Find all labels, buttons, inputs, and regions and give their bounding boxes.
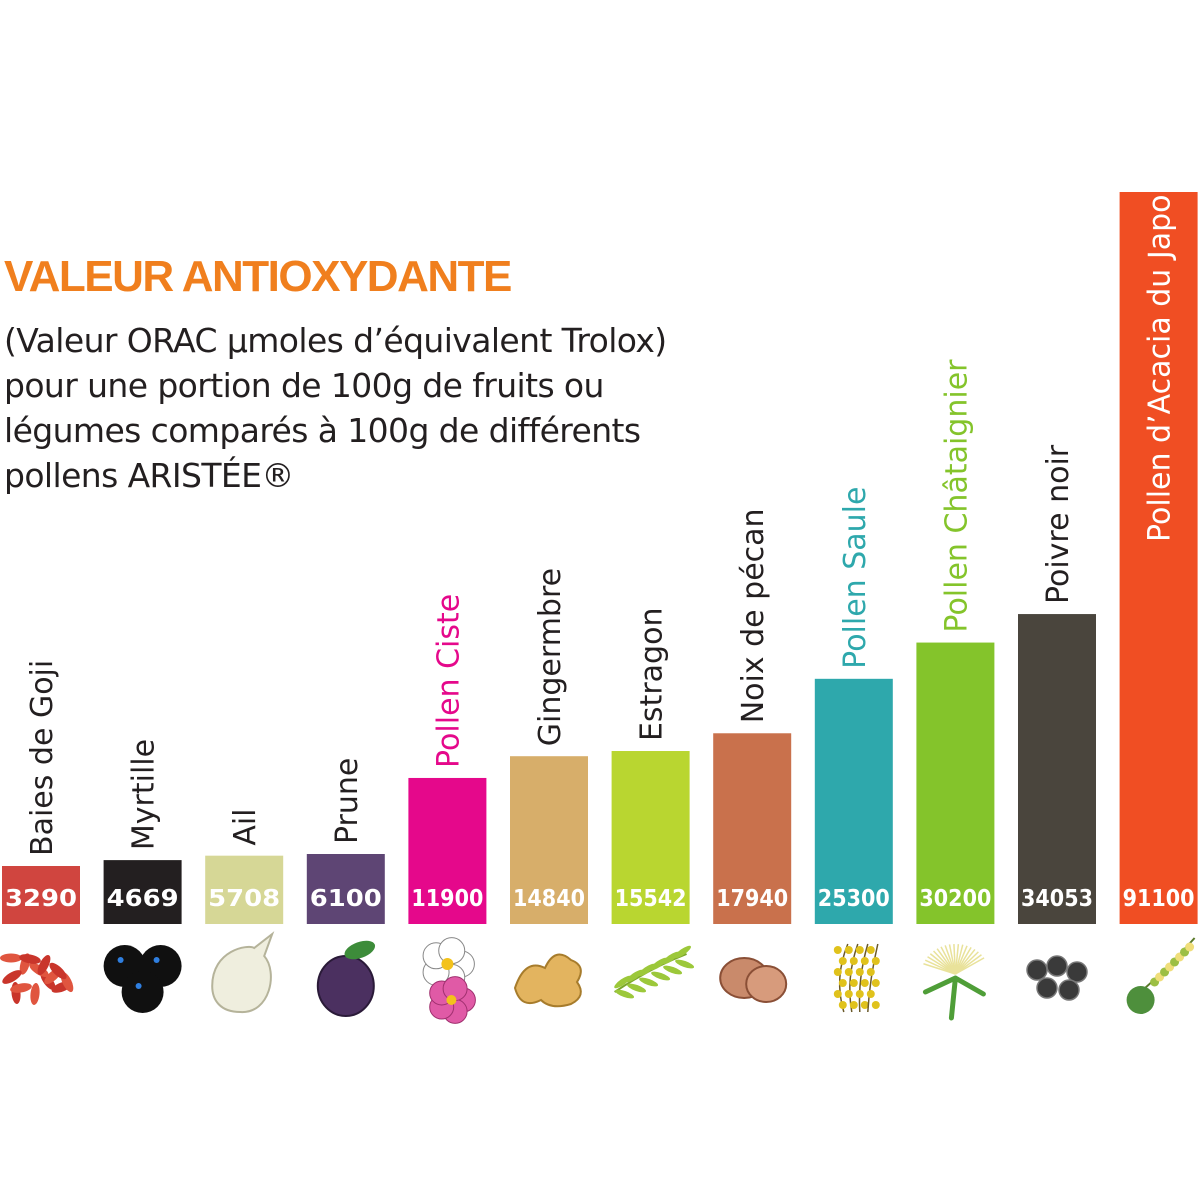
bar-8 xyxy=(814,678,893,924)
data-label-6: 15542 xyxy=(615,886,687,912)
bar-10 xyxy=(1018,614,1096,924)
bar-11 xyxy=(1119,192,1198,924)
ginger-icon xyxy=(513,953,582,1008)
category-label-9: Pollen Châtaignier xyxy=(939,359,974,633)
data-label-7: 17940 xyxy=(716,886,788,912)
chestnut-flower-icon xyxy=(922,943,986,1021)
data-label-11: 91100 xyxy=(1123,886,1195,912)
data-label-8: 25300 xyxy=(818,886,890,912)
willow-pollen-icon xyxy=(833,943,880,1013)
bar-0 xyxy=(2,866,80,924)
blueberry-icon xyxy=(103,945,182,1013)
data-label-2: 5708 xyxy=(208,886,280,912)
category-label-11: Pollen d’Acacia du Japon xyxy=(1143,176,1178,543)
bar-1 xyxy=(103,860,182,924)
bar-9 xyxy=(916,642,995,924)
cistus-flower-icon xyxy=(422,937,476,1024)
goji-berries-icon xyxy=(0,953,74,1005)
data-label-1: 4669 xyxy=(107,886,179,912)
tarragon-icon xyxy=(614,945,695,999)
category-label-6: Estragon xyxy=(635,608,670,741)
black-pepper-icon xyxy=(1026,955,1088,1001)
category-label-2: Ail xyxy=(228,808,263,845)
data-label-3: 6100 xyxy=(310,886,382,912)
category-label-1: Myrtille xyxy=(127,739,162,850)
bar-4 xyxy=(408,777,487,924)
pecan-icon xyxy=(719,957,788,1003)
bar-5 xyxy=(510,756,588,924)
category-label-3: Prune xyxy=(330,758,365,844)
bar-6 xyxy=(611,751,690,924)
data-label-0: 3290 xyxy=(5,886,77,912)
data-label-9: 30200 xyxy=(919,886,991,912)
category-label-5: Gingermbre xyxy=(533,568,568,746)
bar-3 xyxy=(306,854,385,924)
bar-7 xyxy=(713,733,792,924)
acacia-icon xyxy=(1126,937,1196,1014)
plum-icon xyxy=(316,940,376,1017)
chart-title: VALEUR ANTIOXYDANTE xyxy=(4,252,512,301)
category-label-8: Pollen Saule xyxy=(838,487,873,669)
bar-2 xyxy=(205,855,284,924)
garlic-icon xyxy=(211,931,275,1014)
category-label-4: Pollen Ciste xyxy=(431,594,466,768)
chart-subtitle: (Valeur ORAC µmoles d’équivalent Trolox)… xyxy=(4,321,667,495)
data-label-4: 11900 xyxy=(411,886,483,912)
category-label-10: Poivre noir xyxy=(1041,444,1076,604)
category-label-7: Noix de pécan xyxy=(736,508,771,723)
data-label-5: 14840 xyxy=(513,886,585,912)
data-label-10: 34053 xyxy=(1021,886,1093,912)
category-label-0: Baies de Goji xyxy=(25,660,60,856)
